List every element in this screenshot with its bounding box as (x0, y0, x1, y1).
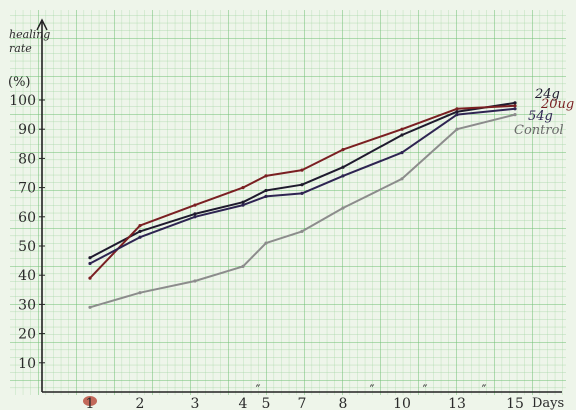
data-point (138, 229, 142, 233)
data-point (513, 113, 517, 117)
x-tick-label: 5 (262, 396, 271, 410)
y-tick-label: 60 (18, 210, 36, 226)
x-tick-label: 4 (239, 396, 248, 410)
data-point (138, 235, 142, 239)
legend-label: 24g (534, 87, 560, 102)
y-axis-label-line2: rate (9, 42, 32, 55)
data-point (88, 261, 92, 266)
y-tick-label: 20 (18, 327, 36, 343)
y-tick-label: 80 (18, 151, 36, 167)
legend-label: 20ug (540, 97, 574, 112)
axis-break-mark: ″ (482, 383, 487, 398)
data-point (138, 224, 142, 228)
x-tick-label: 13 (448, 396, 466, 410)
data-point (455, 110, 459, 114)
data-point (455, 113, 459, 117)
data-point (300, 183, 304, 187)
data-point (513, 107, 517, 111)
data-point (341, 206, 345, 210)
y-tick-label: 70 (18, 181, 36, 197)
axis-break-mark: ″ (423, 383, 428, 398)
x-tick-label: 2 (136, 396, 145, 410)
series-line (89, 107, 516, 265)
series-line (89, 101, 516, 259)
y-tick-label: 50 (18, 239, 36, 255)
data-point (88, 305, 92, 309)
x-tick-label: 8 (339, 396, 348, 410)
data-point (193, 203, 197, 207)
data-point (241, 186, 245, 190)
data-point (455, 127, 459, 131)
y-axis-arrow-icon (36, 18, 48, 31)
data-point (264, 174, 268, 178)
y-axis-unit-label: (%) (8, 75, 31, 90)
data-point (264, 194, 268, 198)
data-point (241, 200, 245, 204)
graph-paper-grid (10, 10, 566, 395)
data-point (264, 241, 268, 245)
data-point (138, 291, 142, 295)
data-point (88, 276, 92, 280)
x-axis-label: Days (532, 396, 564, 410)
y-tick-label: 30 (18, 297, 36, 313)
x-tick-label: 7 (298, 396, 307, 410)
data-point (300, 191, 304, 195)
data-point (88, 256, 92, 260)
data-point (341, 165, 345, 169)
data-point (341, 148, 345, 152)
data-point (341, 174, 345, 178)
series-line (89, 104, 516, 280)
x-tick-label: 15 (506, 396, 524, 410)
data-point (264, 188, 268, 193)
day-one-ink-mark (83, 396, 97, 406)
data-point (513, 101, 517, 105)
x-tick-label: 10 (393, 396, 411, 410)
data-point (241, 203, 245, 207)
data-point (400, 151, 404, 155)
legend-label: Control (514, 123, 564, 138)
series-line (89, 113, 516, 309)
y-tick-label: 100 (9, 93, 36, 109)
series-layer (88, 101, 517, 309)
x-tick-label: 1 (86, 396, 95, 410)
y-tick-label: 90 (18, 122, 36, 138)
data-point (400, 127, 404, 131)
data-point (193, 215, 197, 219)
data-point (241, 264, 245, 268)
data-point (400, 177, 404, 181)
x-tick-label: 3 (191, 396, 200, 410)
legend-label: 54g (528, 109, 553, 124)
data-point (193, 212, 197, 216)
data-point (193, 279, 197, 283)
y-tick-labels: 10 20 30 40 50 60 70 80 90 100 (9, 93, 45, 372)
x-tick-labels: 1 2 3 4 5 7 8 10 13 15 ″ ″ ″ ″ (86, 383, 524, 410)
y-axis-label-line1: healing (9, 28, 50, 41)
y-tick-label: 40 (18, 268, 36, 284)
axis-break-mark: ″ (256, 383, 261, 398)
data-point (400, 133, 404, 137)
data-point (513, 104, 517, 108)
axis-break-mark: ″ (370, 383, 375, 398)
y-tick-label: 10 (18, 356, 36, 372)
data-point (300, 229, 304, 233)
data-point (300, 168, 304, 172)
data-point (455, 107, 459, 111)
